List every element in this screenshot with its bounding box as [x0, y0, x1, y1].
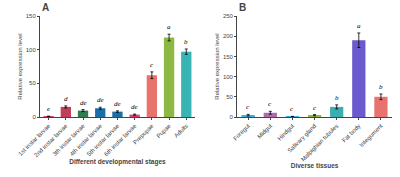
svg-text:Fat body: Fat body [341, 123, 362, 144]
svg-text:b: b [335, 94, 339, 102]
svg-text:Foregut: Foregut [232, 123, 251, 142]
svg-text:A: A [42, 2, 49, 13]
svg-text:a: a [167, 23, 171, 31]
svg-text:100: 100 [223, 74, 234, 80]
svg-text:de: de [97, 96, 104, 104]
svg-text:b: b [379, 83, 383, 91]
svg-text:50: 50 [29, 80, 36, 86]
svg-text:0: 0 [32, 114, 36, 120]
svg-text:c: c [313, 104, 317, 112]
svg-text:B: B [239, 2, 246, 13]
svg-text:150: 150 [223, 54, 234, 60]
svg-text:c: c [246, 103, 250, 111]
svg-text:250: 250 [223, 13, 234, 19]
svg-text:Different developmental stages: Different developmental stages [69, 158, 166, 166]
svg-text:b: b [184, 38, 188, 46]
svg-text:e: e [47, 105, 50, 113]
svg-text:Integument: Integument [358, 123, 384, 149]
svg-text:0: 0 [230, 114, 234, 120]
svg-text:c: c [290, 105, 294, 113]
svg-text:Adults: Adults [173, 123, 189, 139]
svg-text:50: 50 [226, 94, 233, 100]
svg-text:Relative expression level: Relative expression level [214, 33, 220, 99]
svg-text:150: 150 [26, 13, 37, 19]
svg-text:2nd instar larvae: 2nd instar larvae [33, 122, 69, 158]
svg-text:Diverse tissues: Diverse tissues [291, 162, 339, 169]
svg-text:5th instar larvae: 5th instar larvae [86, 122, 121, 157]
svg-text:c: c [268, 100, 272, 108]
svg-text:d: d [64, 95, 68, 103]
svg-text:de: de [131, 103, 138, 111]
svg-text:de: de [80, 99, 87, 107]
svg-text:100: 100 [26, 47, 37, 53]
svg-text:3th instar larvae: 3th instar larvae [51, 122, 86, 157]
svg-text:a: a [357, 22, 361, 30]
svg-text:200: 200 [223, 33, 234, 39]
svg-text:1st instar larvae: 1st instar larvae [17, 122, 52, 157]
svg-text:Malpighian tubules: Malpighian tubules [300, 123, 340, 163]
svg-text:Midgut: Midgut [256, 123, 273, 140]
svg-text:Relative expression level: Relative expression level [17, 33, 23, 99]
svg-text:Salivary gland: Salivary gland [286, 123, 317, 154]
svg-text:Pupae: Pupae [155, 122, 172, 139]
svg-text:6th instar larvae: 6th instar larvae [103, 122, 138, 157]
svg-text:c: c [150, 61, 154, 69]
svg-text:Prepupae: Prepupae [132, 122, 155, 145]
svg-text:4th instar larvae: 4th instar larvae [69, 122, 104, 157]
svg-text:de: de [114, 100, 121, 108]
svg-text:Hindgut: Hindgut [276, 123, 295, 142]
